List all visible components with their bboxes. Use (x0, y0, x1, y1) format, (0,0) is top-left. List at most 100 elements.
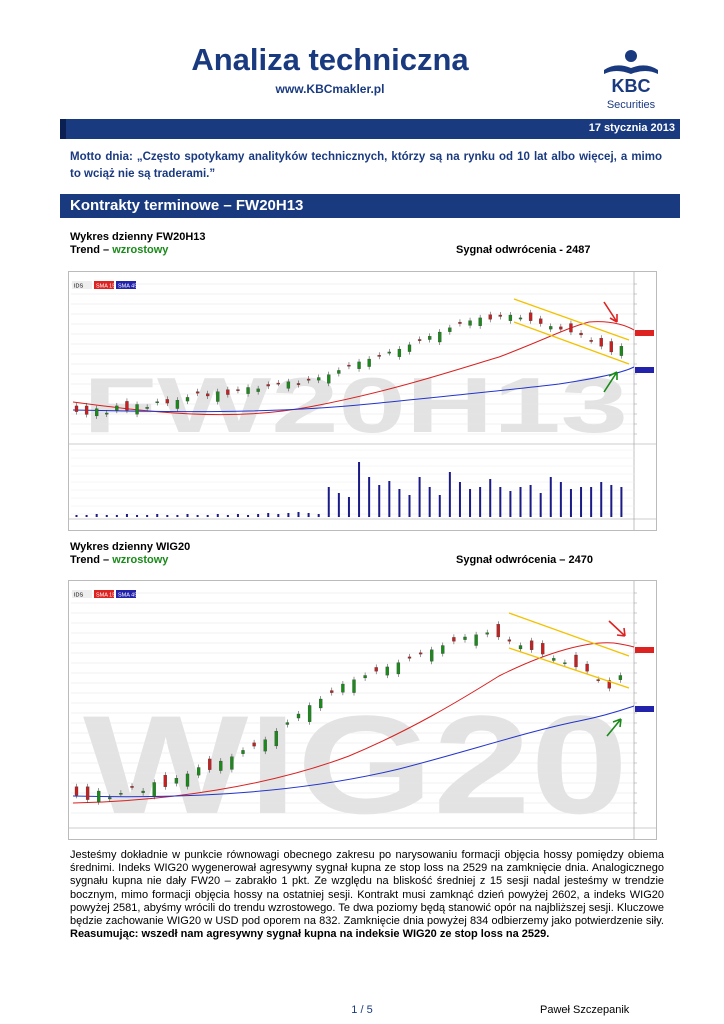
site-url-link[interactable]: www.KBCmakler.pl (275, 82, 385, 96)
candle-body (609, 341, 613, 353)
candle-body (141, 790, 145, 793)
chart1-signal: Sygnał odwrócenia - 2487 (456, 244, 591, 256)
chart1-trend-value: wzrostowy (112, 244, 169, 256)
page-title: Analiza techniczna (191, 42, 469, 77)
volume-bar (297, 512, 300, 517)
candle-body (478, 317, 482, 326)
volume-bar (257, 514, 260, 517)
channel-line (508, 647, 630, 689)
candle-body (263, 739, 267, 752)
candle-body (74, 405, 79, 412)
candle-body (559, 326, 563, 330)
chart2-trend: Trend – wzrostowy (70, 554, 168, 566)
volume-bar (337, 493, 340, 517)
candle-body (206, 393, 210, 397)
candle-body (216, 391, 220, 402)
volume-bar (448, 472, 451, 517)
candle-body (175, 400, 180, 409)
candle-body (468, 320, 472, 326)
candle-body (241, 750, 245, 754)
candle-body (74, 786, 79, 796)
legend-label: SMA 45 (118, 284, 137, 290)
candle-body (463, 636, 467, 640)
section-bar (60, 194, 680, 218)
candle-body (163, 774, 167, 787)
sma45-price-tag (635, 367, 654, 373)
candle-body (397, 348, 402, 357)
candle-body (330, 690, 334, 693)
candle-body (296, 383, 301, 385)
green-arrow-icon (606, 718, 622, 737)
legend-label: SMA 15 (96, 284, 115, 290)
volume-bar (519, 487, 522, 517)
legend-chip (72, 590, 92, 598)
volume-bar (327, 487, 330, 517)
volume-bar (610, 485, 613, 517)
volume-bar (115, 515, 118, 517)
sma45-price-tag (635, 706, 654, 712)
volume-bar (539, 493, 542, 517)
sma15-line (72, 642, 635, 804)
candle-body (105, 412, 109, 415)
candle-body (357, 361, 361, 369)
section-title: Kontrakty terminowe – FW20H13 (70, 197, 304, 214)
candle-body (285, 722, 290, 725)
green-arrow-icon (603, 371, 618, 393)
volume-bar (569, 489, 572, 517)
volume-bar (620, 487, 623, 517)
candle-body (438, 331, 442, 343)
candle-body (430, 649, 434, 662)
chart2-trend-label: Trend – (70, 554, 110, 566)
candle-body (396, 662, 401, 675)
author-name: Paweł Szczepanik (540, 1004, 630, 1016)
candle-body (256, 388, 260, 392)
candle-body (152, 782, 156, 797)
candle-body (488, 314, 492, 320)
candle-body (599, 338, 603, 347)
candle-body (84, 405, 89, 415)
volume-bar (307, 513, 310, 517)
candle-body (236, 389, 240, 391)
candle-body (230, 756, 234, 770)
volume-bar (358, 462, 361, 517)
candle-body (407, 344, 412, 352)
volume-bar (388, 481, 391, 517)
candle-body (552, 658, 556, 661)
date-bar (60, 119, 680, 139)
candle-body (145, 407, 149, 409)
volume-bar (277, 514, 280, 517)
candle-body (155, 401, 159, 404)
candle-body (418, 652, 423, 655)
kbc-logo-icon: KBC Securities (604, 50, 658, 111)
motto-text: Motto dnia: „Często spotykamy analityków… (70, 151, 662, 180)
volume-bar (196, 515, 199, 517)
volume-bar (236, 514, 239, 517)
candle-body (518, 645, 523, 650)
legend-chip (72, 281, 92, 289)
volume-bar (146, 515, 149, 517)
legend-chip (116, 281, 136, 289)
candle-body (306, 378, 311, 381)
volume-bar (509, 491, 512, 517)
volume-bar (580, 487, 583, 517)
volume-bar (590, 487, 593, 517)
volume-bar (549, 477, 552, 517)
volume-bar (216, 514, 219, 517)
candle-body (97, 790, 101, 802)
candle-body (374, 667, 378, 672)
candle-body (563, 662, 567, 664)
legend-chip (94, 281, 114, 289)
candle-body (341, 683, 345, 693)
candle-body (618, 675, 623, 680)
candle-body (196, 767, 201, 776)
candle-body (208, 758, 212, 770)
red-arrow-icon (603, 301, 618, 323)
candle-body (307, 705, 312, 722)
wig20-chart: WIG20 IDS SMA 15 SMA 45 (68, 580, 657, 840)
candle-body (130, 786, 134, 788)
volume-bar (226, 515, 229, 517)
candle-body (585, 663, 589, 672)
candle-body (165, 399, 169, 404)
candle-body (296, 713, 301, 719)
candle-body (539, 318, 543, 324)
